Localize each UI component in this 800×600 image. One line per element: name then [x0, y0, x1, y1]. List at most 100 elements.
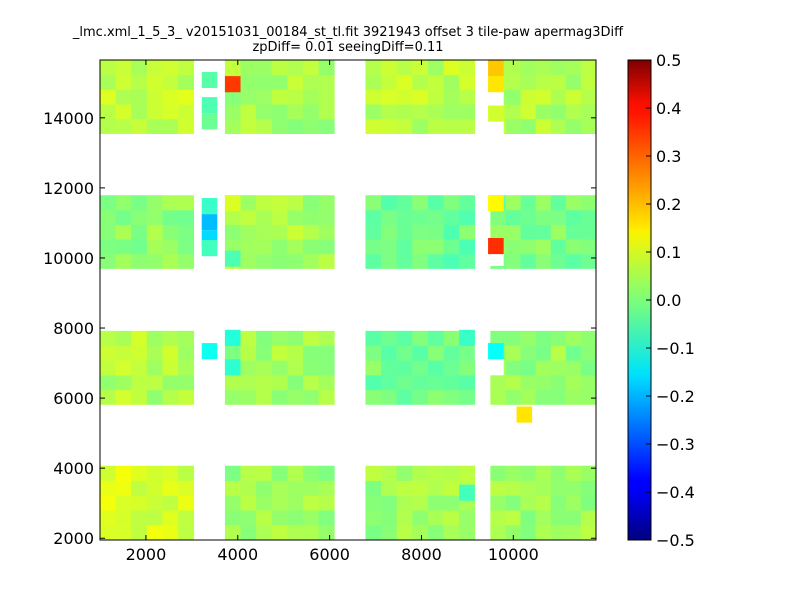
heatmap-cell [272, 466, 288, 481]
heatmap-cell [241, 89, 257, 104]
heatmap-cell [131, 75, 147, 90]
heatmap-cell [397, 375, 413, 390]
heatmap-cell [521, 495, 536, 510]
heatmap-cell [581, 119, 596, 134]
heatmap-cell [162, 104, 178, 119]
heatmap-cell [381, 75, 397, 90]
heatmap-cell [256, 495, 272, 510]
colorbar-tick-label: 0.5 [656, 51, 681, 70]
heatmap-cell [365, 239, 381, 254]
heatmap-cell [490, 495, 505, 510]
heatmap-cell [536, 331, 551, 346]
heatmap-cell [551, 225, 566, 240]
heatmap-cell [116, 346, 132, 361]
heatmap-cell [428, 525, 444, 540]
heatmap-cell [428, 466, 444, 481]
heatmap-cell [459, 210, 475, 225]
heatmap-cell [490, 375, 505, 390]
heatmap-cell [178, 495, 194, 510]
heatmap-cell [147, 525, 163, 540]
heatmap-cell [131, 225, 147, 240]
heatmap-cell [319, 195, 335, 210]
heatmap-cell [444, 239, 460, 254]
heatmap-cell [412, 331, 428, 346]
heatmap-cell [365, 119, 381, 134]
heatmap-cell [490, 525, 505, 540]
heatmap-cell [428, 375, 444, 390]
heatmap-cell [319, 254, 335, 269]
heatmap-cell [272, 104, 288, 119]
heatmap-cell [272, 60, 288, 75]
colorbar-tick-label: −0.5 [656, 531, 695, 550]
heatmap-cell [412, 195, 428, 210]
heatmap-cell [319, 346, 335, 361]
heatmap-cell [272, 525, 288, 540]
heatmap-cell [397, 119, 413, 134]
heatmap-cell [505, 495, 520, 510]
heatmap-cell [241, 375, 257, 390]
heatmap-cell [459, 510, 475, 525]
heatmap-cell [551, 466, 566, 481]
heatmap-cell [381, 331, 397, 346]
heatmap-cell [303, 495, 319, 510]
heatmap-cell [162, 331, 178, 346]
heatmap-cell [444, 390, 460, 405]
heatmap-cell [116, 466, 132, 481]
heatmap-cell [116, 210, 132, 225]
heatmap-cell [566, 466, 581, 481]
heatmap-cell [147, 104, 163, 119]
heatmap-cell [272, 254, 288, 269]
heatmap-cell [536, 390, 551, 405]
heatmap-cell [116, 360, 132, 375]
heatmap-cell [241, 360, 257, 375]
heatmap-cell [272, 495, 288, 510]
heatmap-cell [319, 119, 335, 134]
heatmap-cell [319, 89, 335, 104]
y-tick-label: 12000 [43, 179, 94, 198]
heatmap-cell [319, 104, 335, 119]
heatmap-cell [581, 210, 596, 225]
heatmap-cell [536, 525, 551, 540]
heatmap-cell [428, 75, 444, 90]
heatmap-cell [225, 495, 241, 510]
heatmap-cell [521, 525, 536, 540]
heatmap-cell [381, 390, 397, 405]
heatmap-cell [100, 119, 116, 134]
heatmap-cell [147, 390, 163, 405]
colorbar-tick-label: 0.3 [656, 147, 681, 166]
heatmap-cell-special [202, 113, 218, 129]
heatmap-cell [566, 525, 581, 540]
heatmap-cell-special [225, 251, 241, 267]
heatmap-cell [381, 89, 397, 104]
heatmap-cell [256, 390, 272, 405]
heatmap-cell [412, 104, 428, 119]
heatmap-cell [131, 254, 147, 269]
heatmap-cell [287, 254, 303, 269]
heatmap-cell [162, 119, 178, 134]
heatmap-cell [162, 195, 178, 210]
heatmap-cell [162, 525, 178, 540]
heatmap-cell [521, 225, 536, 240]
heatmap-cell [178, 510, 194, 525]
heatmap-cell [100, 481, 116, 496]
heatmap-cell [412, 225, 428, 240]
heatmap-cell [566, 119, 581, 134]
heatmap-cell [444, 119, 460, 134]
heatmap-cell [303, 254, 319, 269]
heatmap-cell [566, 495, 581, 510]
heatmap-cell [444, 466, 460, 481]
heatmap-cell [459, 60, 475, 75]
heatmap-cell [521, 119, 536, 134]
heatmap-cell [428, 239, 444, 254]
heatmap-cell-special [225, 330, 241, 346]
heatmap-cell [100, 225, 116, 240]
heatmap-cell [536, 375, 551, 390]
heatmap-cell [225, 466, 241, 481]
heatmap-cell [178, 375, 194, 390]
heatmap-cell [444, 104, 460, 119]
heatmap-cell [365, 60, 381, 75]
heatmap-cell [459, 104, 475, 119]
colorbar: 0.50.40.30.20.10.0−0.1−0.2−0.3−0.4−0.5 [628, 51, 695, 550]
heatmap-cell [397, 225, 413, 240]
x-tick-label: 4000 [217, 545, 258, 564]
